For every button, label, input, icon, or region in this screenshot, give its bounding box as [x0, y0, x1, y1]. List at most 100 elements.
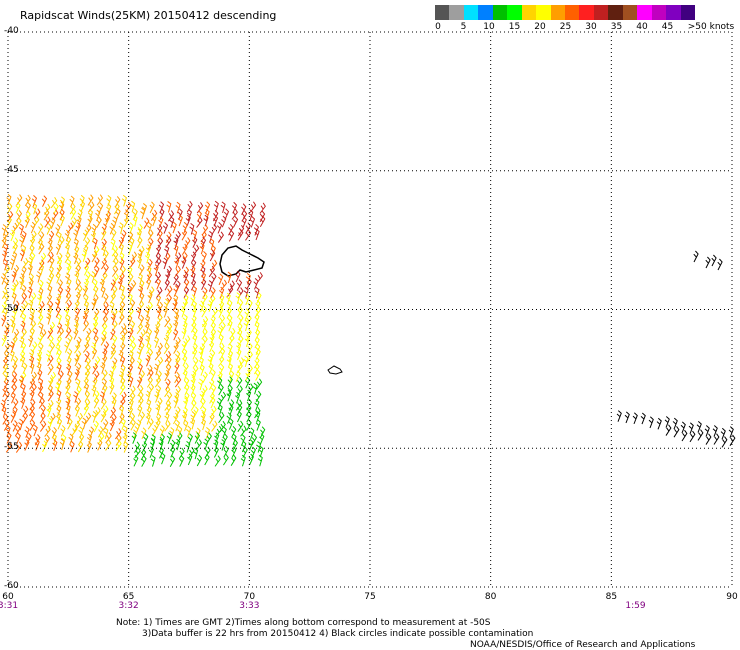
wind-barb: [109, 301, 115, 313]
wind-barb: [246, 350, 253, 363]
wind-barb: [19, 235, 25, 248]
wind-barb: [246, 389, 252, 402]
wind-barb: [33, 208, 41, 220]
wind-barb: [102, 384, 108, 396]
wind-barb: [129, 385, 136, 397]
legend-swatch: [680, 5, 696, 20]
wind-barb: [231, 425, 237, 438]
wind-barb: [227, 363, 234, 375]
wind-barb: [250, 446, 256, 459]
wind-barb: [164, 278, 170, 291]
wind-barb: [190, 383, 196, 396]
wind-barb: [69, 440, 75, 453]
wind-barb: [71, 425, 78, 437]
wind-barb: [114, 428, 122, 440]
wind-barb: [100, 411, 107, 423]
wind-barb: [2, 362, 9, 375]
wind-barb: [92, 327, 99, 340]
wind-barb: [137, 385, 144, 397]
wind-barb: [177, 425, 183, 438]
wind-barb: [200, 411, 206, 424]
wind-barb: [24, 216, 30, 229]
wind-barb: [154, 321, 161, 333]
note-line-1: Note: 1) Times are GMT 2)Times along bot…: [116, 618, 491, 628]
note-line-2: 3)Data buffer is 22 hrs from 20150412 4)…: [142, 629, 534, 639]
wind-barb: [186, 209, 192, 221]
wind-barb: [30, 230, 37, 242]
wind-barb: [74, 368, 80, 381]
wind-barb: [65, 314, 71, 326]
wind-barb: [65, 327, 72, 339]
wind-barb: [14, 425, 21, 437]
wind-barb: [147, 291, 153, 304]
wind-barb: [190, 265, 196, 278]
wind-barb: [241, 440, 247, 453]
wind-barb: [18, 418, 24, 431]
wind-barb: [83, 398, 91, 410]
wind-barb: [11, 270, 17, 283]
wind-barb: [46, 405, 52, 418]
wind-barb: [137, 273, 143, 285]
wind-barb: [9, 229, 16, 242]
wind-barb: [27, 263, 33, 276]
wind-barb: [255, 390, 262, 403]
wind-barb: [85, 271, 91, 283]
wind-barb: [175, 201, 181, 214]
wind-barb: [210, 287, 216, 299]
wind-barb: [83, 404, 90, 416]
wind-barb: [137, 404, 143, 417]
wind-barb: [190, 321, 197, 333]
wind-barb: [47, 363, 54, 376]
wind-barb: [155, 418, 161, 431]
wind-barb: [38, 287, 44, 299]
wind-barb: [228, 404, 234, 416]
wind-barb: [121, 194, 127, 207]
wind-barb: [10, 321, 16, 333]
wind-barb: [254, 336, 260, 348]
wind-barb: [120, 418, 126, 430]
wind-barb: [203, 214, 209, 227]
wind-barb: [65, 404, 71, 416]
wind-barb: [174, 419, 180, 432]
wind-barb: [155, 413, 162, 425]
wind-barb: [173, 396, 179, 409]
wind-barb: [136, 322, 144, 335]
wind-barb: [198, 378, 204, 391]
wind-barb: [101, 229, 107, 241]
wind-barb: [240, 454, 246, 467]
wind-barb: [196, 210, 202, 223]
wind-barb: [52, 209, 59, 221]
wind-barb: [156, 370, 162, 382]
wind-barb: [87, 215, 93, 227]
wind-barb: [127, 265, 133, 278]
wind-barb: [73, 420, 81, 432]
wind-barb: [103, 427, 109, 440]
wind-barb: [121, 229, 127, 242]
wind-barb: [73, 252, 79, 265]
wind-barb: [83, 263, 90, 276]
wind-barb: [10, 411, 16, 423]
wind-barb: [3, 377, 9, 390]
wind-barb: [137, 335, 144, 348]
wind-barb: [164, 385, 171, 398]
wind-barb: [149, 438, 156, 451]
wind-barb: [218, 355, 225, 367]
wind-barb: [55, 271, 61, 284]
wind-barb: [111, 320, 118, 332]
wind-barb: [181, 243, 188, 256]
wind-barb: [248, 438, 254, 451]
wind-barb: [64, 229, 70, 242]
wind-barb: [92, 320, 99, 332]
wind-barb: [85, 335, 91, 347]
wind-barb: [36, 349, 43, 362]
wind-barb: [183, 271, 189, 284]
wind-barb: [109, 222, 115, 235]
legend-tick-label: 40: [636, 22, 648, 32]
wind-barb: [226, 412, 232, 424]
wind-barb: [1, 301, 8, 314]
wind-barb: [199, 300, 205, 313]
wind-barb: [616, 410, 622, 422]
wind-barb: [33, 216, 40, 228]
wind-barb: [228, 280, 235, 292]
wind-barb: [75, 350, 82, 362]
